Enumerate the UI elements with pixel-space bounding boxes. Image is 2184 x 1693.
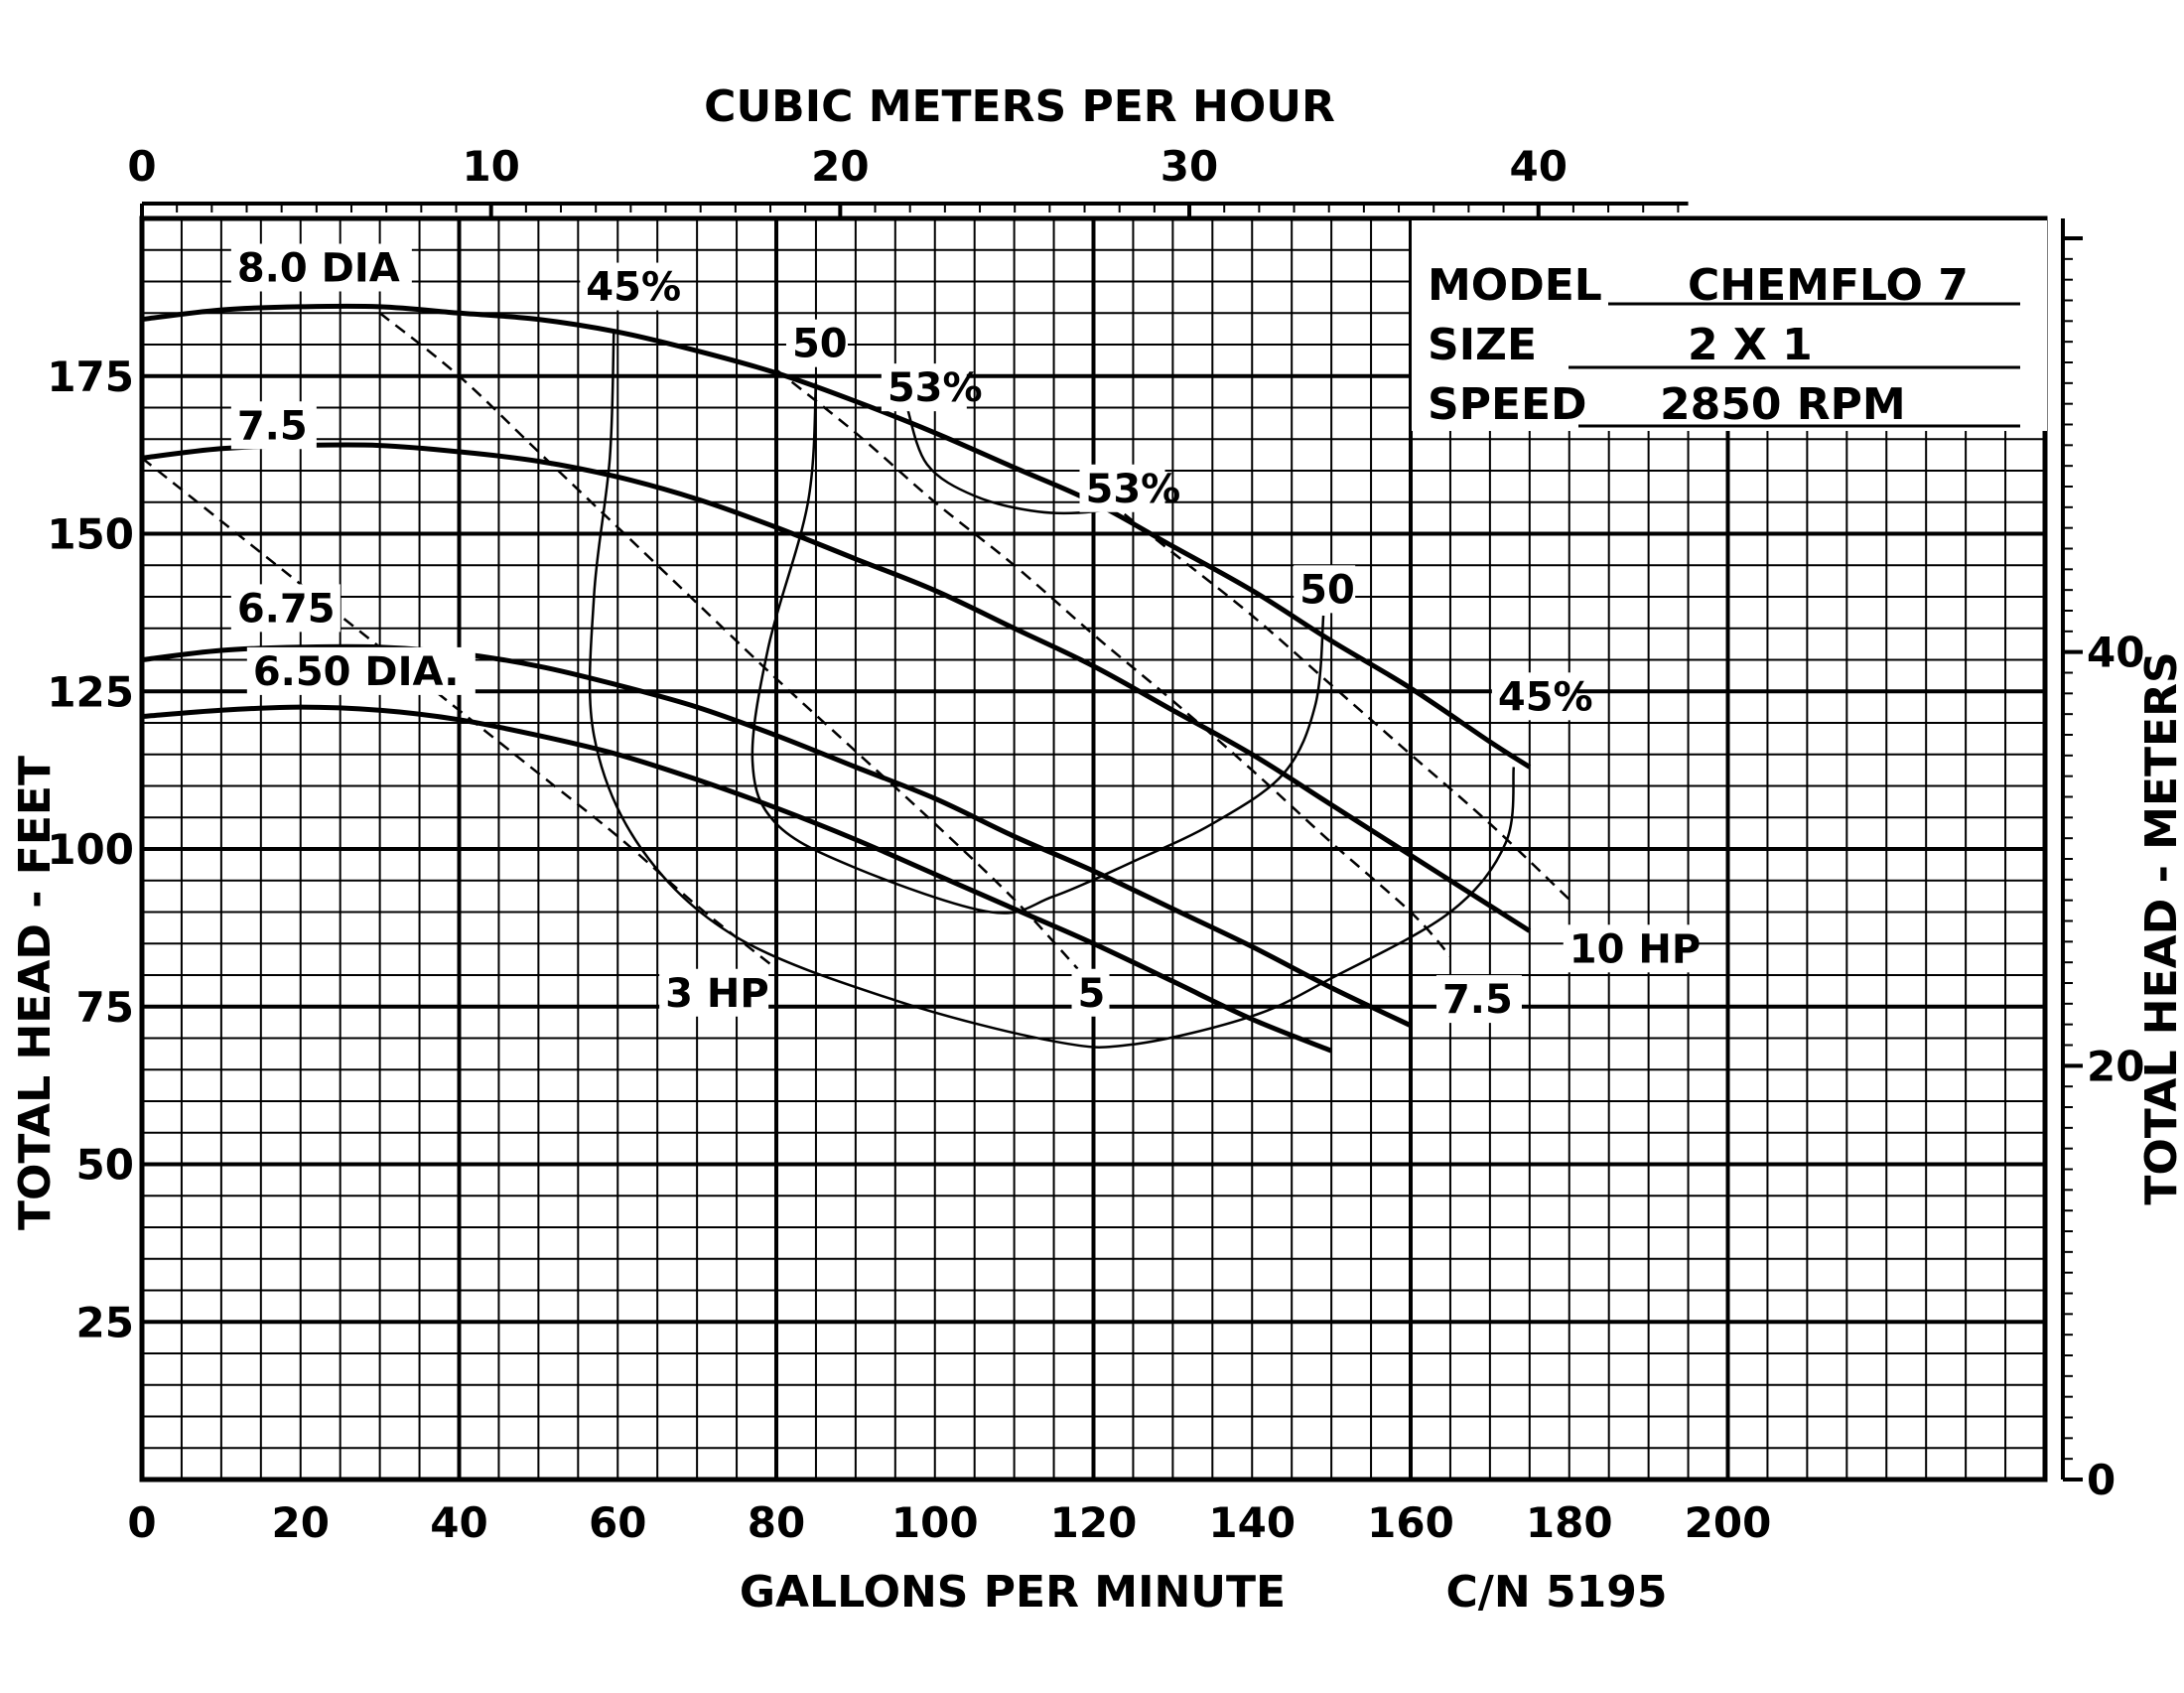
top-tick-label: 30 <box>1160 142 1218 191</box>
model-label: MODEL <box>1428 260 1602 311</box>
top-tick-label: 0 <box>127 142 156 191</box>
x-tick-label: 100 <box>891 1498 979 1547</box>
model-value: CHEMFLO 7 <box>1688 260 1969 311</box>
top-axis-title: CUBIC METERS PER HOUR <box>704 81 1335 132</box>
curve-label-background <box>1435 975 1522 1024</box>
curve-label: 7.5 <box>1442 977 1513 1023</box>
catalog-number: C/N 5195 <box>1446 1567 1668 1618</box>
curve-label: 50 <box>792 322 848 367</box>
curve-label-background <box>1071 968 1110 1017</box>
curve-label-background <box>230 243 412 292</box>
x-tick-label: 20 <box>272 1498 330 1547</box>
power-curve <box>378 312 1079 970</box>
curve-label-background <box>881 363 967 412</box>
curve-label: 53% <box>887 365 983 411</box>
y-tick-label: 125 <box>47 667 134 716</box>
efficiency-curve <box>751 382 1325 915</box>
top-tick-label: 40 <box>1509 142 1567 191</box>
x-axis-title: GALLONS PER MINUTE <box>740 1567 1286 1618</box>
efficiency-curve <box>588 332 1516 1049</box>
curve-label: 7.5 <box>237 403 308 449</box>
label-layer: 8.0 DIA 7.5 6.75 6.50 DIA. 45% 50 53% 53% 50 45% 3… <box>230 243 1701 1024</box>
x-tick-label: 200 <box>1685 1498 1772 1547</box>
tick-layer: 0 20 40 60 80 100 120 140 160 180 2002550751001251… <box>47 142 2144 1547</box>
x-tick-label: 80 <box>748 1498 805 1547</box>
curve-label: 50 <box>1299 567 1355 613</box>
x-tick-label: 140 <box>1208 1498 1296 1547</box>
size-label: SIZE <box>1428 320 1537 370</box>
right-tick-label: 20 <box>2087 1042 2144 1090</box>
curve-label: 6.50 DIA. <box>253 649 460 695</box>
right-tick-label: 0 <box>2087 1456 2116 1504</box>
top-tick-label: 20 <box>811 142 869 191</box>
head-curve <box>141 303 1532 770</box>
speed-label: SPEED <box>1428 379 1587 430</box>
info-box: MODEL CHEMFLO 7 SIZE 2 X 1 SPEED 2850 RP… <box>1412 220 2047 431</box>
x-tick-label: 120 <box>1050 1498 1138 1547</box>
y-tick-label: 175 <box>47 353 134 401</box>
x-tick-label: 60 <box>589 1498 646 1547</box>
curve-label-background <box>580 262 666 311</box>
y-axis-title: TOTAL HEAD - FEET <box>10 756 61 1230</box>
x-tick-label: 0 <box>127 1498 156 1547</box>
curve-label: 3 HP <box>665 971 769 1017</box>
x-tick-label: 160 <box>1367 1498 1454 1547</box>
curve-label: 6.75 <box>237 586 336 632</box>
curve-label-background <box>1079 464 1165 512</box>
curve-label-background <box>1294 565 1356 614</box>
curve-label: 53% <box>1086 467 1181 512</box>
curve-label-background <box>785 319 848 367</box>
y-tick-label: 150 <box>47 510 134 559</box>
x-tick-label: 180 <box>1526 1498 1613 1547</box>
head-curve <box>141 643 1413 1029</box>
curve-label-background <box>230 401 317 450</box>
curve-layer <box>141 303 1570 1054</box>
size-value: 2 X 1 <box>1688 320 1813 370</box>
curve-label-background <box>230 584 341 633</box>
curve-label: 5 <box>1078 971 1106 1017</box>
y-tick-label: 100 <box>47 825 134 874</box>
plot-frame <box>139 215 2048 1482</box>
y-tick-label: 25 <box>76 1298 134 1346</box>
power-curve <box>775 368 1451 957</box>
right-tick-label: 40 <box>2087 629 2144 677</box>
curve-label: 10 HP <box>1570 926 1701 972</box>
curve-label-background <box>659 968 769 1017</box>
curve-label-background <box>1563 924 1697 973</box>
curve-label-background <box>1491 672 1577 721</box>
info-box-background <box>1412 220 2047 431</box>
y-tick-label: 75 <box>76 983 134 1032</box>
speed-value: 2850 RPM <box>1660 379 1906 430</box>
head-curve <box>141 442 1532 933</box>
curve-label: 45% <box>1498 674 1593 720</box>
top-tick-label: 10 <box>462 142 519 191</box>
power-curve <box>141 457 777 970</box>
power-curve <box>1092 489 1570 901</box>
curve-label: 45% <box>586 265 681 311</box>
head-curve <box>141 704 1333 1054</box>
curve-label-background <box>246 646 476 695</box>
y-tick-label: 50 <box>76 1141 134 1190</box>
x-tick-label: 40 <box>430 1498 487 1547</box>
curve-label: 8.0 DIA <box>237 246 400 292</box>
y2-axis-title: TOTAL HEAD - METERS <box>2136 651 2184 1204</box>
